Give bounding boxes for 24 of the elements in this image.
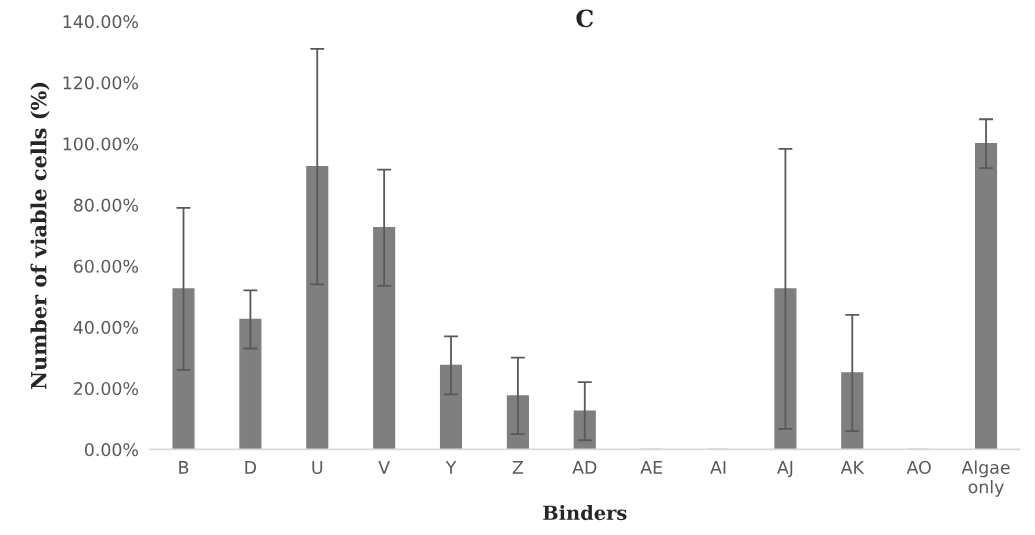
chart-title: C [576, 9, 593, 28]
x-tick-label: AJ [777, 461, 793, 478]
x-axis-title: Binders [543, 505, 627, 521]
y-tick-label: 100.00% [63, 137, 139, 151]
x-tick-label: Algae only [961, 460, 1010, 497]
y-tick-label: 40.00% [73, 320, 139, 334]
x-tick-label: AK [840, 461, 865, 474]
x-tick-label: V [378, 461, 390, 474]
x-tick-label: D [245, 461, 257, 474]
x-tick-label: U [312, 461, 323, 474]
y-tick-label: 20.00% [74, 381, 139, 396]
y-tick-label: 140.00% [63, 15, 139, 29]
y-tick-label: 80.00% [73, 198, 139, 212]
y-tick-label: 0.00% [84, 443, 139, 457]
x-tick-label: B [179, 461, 189, 474]
x-tick-label: AD [572, 461, 597, 474]
x-tick-label: Z [512, 461, 524, 474]
y-axis-title: Number of viable cells (%) [30, 82, 50, 390]
x-tick-label: AE [640, 461, 662, 474]
y-tick-label: 60.00% [73, 259, 139, 273]
y-tick-label: 120.00% [63, 76, 139, 90]
x-tick-label: AI [710, 461, 726, 474]
x-tick-label: AO [906, 460, 931, 474]
x-tick-label: Y [445, 461, 457, 474]
